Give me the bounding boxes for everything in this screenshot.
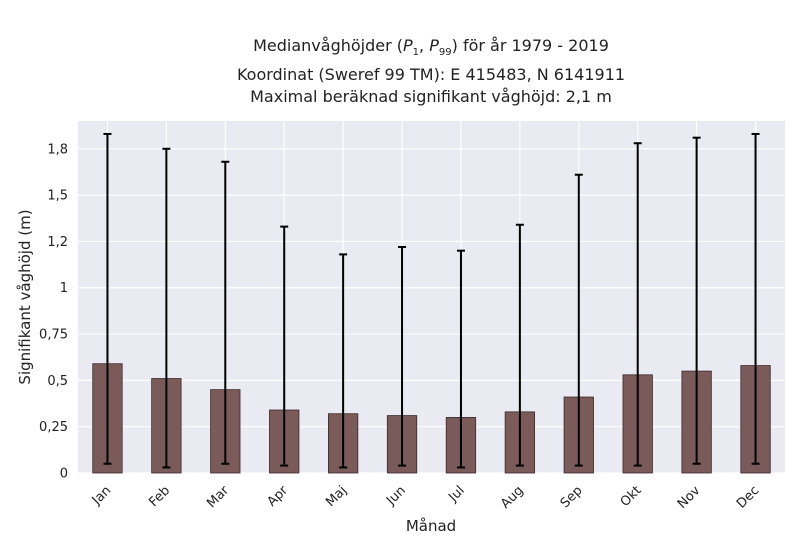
y-tick-label: 1 (60, 281, 68, 296)
error-bar-mar (221, 160, 230, 465)
title-line-3: Maximal beräknad signifikant våghöjd: 2,… (250, 87, 612, 107)
x-tick-label: Sep (558, 483, 586, 511)
x-tick-label: Feb (146, 483, 173, 510)
x-tick-labels: Jan Feb Mar Apr Maj Jun Jul Aug Sep Okt Nov Dec (89, 483, 763, 512)
x-tick-label: Aug (498, 483, 527, 512)
error-bar-jan (103, 132, 112, 465)
error-bar-sep (574, 173, 583, 467)
y-tick-label: 0,25 (39, 420, 68, 435)
title-line-2: Koordinat (Sweref 99 TM): E 415483, N 61… (236, 65, 626, 85)
y-tick-label: 1,2 (47, 235, 68, 250)
error-bar-feb (162, 147, 171, 469)
error-bar-jul (456, 249, 465, 469)
x-tick-label: Apr (265, 483, 292, 510)
y-tick-label: 0,75 (39, 328, 68, 343)
error-bar-okt (633, 142, 642, 467)
error-bar-dec (751, 132, 760, 465)
error-bar-nov (692, 136, 701, 465)
y-tick-label: 0,5 (47, 374, 68, 389)
error-bars (103, 132, 760, 469)
x-tick-label: Maj (323, 483, 350, 510)
x-tick-label: Jul (445, 483, 467, 505)
x-axis-label: Månad (406, 517, 456, 535)
error-bar-jun (398, 245, 407, 467)
y-axis-label: Signifikant våghöjd (m) (16, 209, 34, 384)
x-tick-label: Okt (618, 483, 645, 510)
error-bar-apr (280, 225, 289, 467)
plot-area (78, 121, 785, 473)
x-tick-label: Nov (675, 483, 704, 512)
title-line-1: Medianvåghöjder (P1, P99) för år 1979 - … (253, 36, 609, 59)
error-bar-aug (515, 223, 524, 467)
x-tick-label: Dec (734, 483, 762, 511)
chart-title: Medianvåghöjder (P1, P99) för år 1979 - … (0, 35, 800, 108)
x-tick-label: Mar (204, 483, 232, 511)
y-tick-label: 1,8 (47, 142, 68, 157)
y-tick-label: 1,5 (47, 189, 68, 204)
x-tick-label: Jan (89, 483, 114, 508)
y-tick-label: 0 (60, 467, 68, 482)
x-tick-label: Jun (383, 483, 409, 509)
error-bar-maj (339, 253, 348, 469)
y-tick-labels: 0 0,25 0,5 0,75 1 1,2 1,5 1,8 (39, 142, 68, 481)
